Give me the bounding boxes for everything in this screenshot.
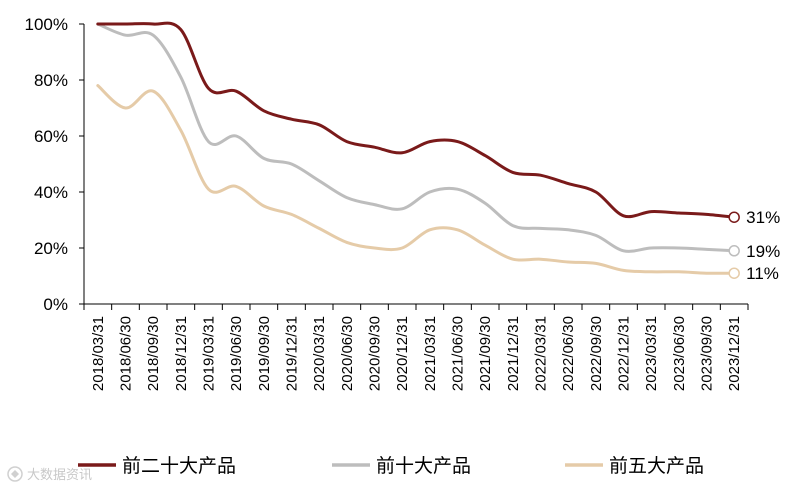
y-tick-label: 20% xyxy=(34,239,68,258)
watermark-logo-icon xyxy=(7,466,23,482)
x-tick-label: 2022/09/30 xyxy=(588,316,605,391)
x-tick-label: 2018/06/30 xyxy=(118,316,135,391)
series-end-marker xyxy=(728,211,740,223)
x-tick-label: 2020/09/30 xyxy=(367,316,384,391)
x-tick-label: 2022/12/31 xyxy=(616,316,633,391)
x-tick-label: 2021/06/30 xyxy=(450,316,467,391)
y-tick-label: 40% xyxy=(34,183,68,202)
legend-label: 前五大产品 xyxy=(609,455,704,477)
x-tick-label: 2020/12/31 xyxy=(394,316,411,391)
x-tick-label: 2021/09/30 xyxy=(477,316,494,391)
legend: 前二十大产品 前十大产品 前五大产品 xyxy=(78,455,704,477)
y-axis-ticks: 0% 20% 40% 60% 80% 100% xyxy=(25,15,84,314)
x-tick-label: 2019/12/31 xyxy=(284,316,301,391)
legend-label: 前二十大产品 xyxy=(122,455,236,477)
x-tick-label: 2021/03/31 xyxy=(422,316,439,391)
series-line xyxy=(96,84,736,275)
series-line xyxy=(96,22,736,253)
x-tick-label: 2018/03/31 xyxy=(90,316,107,391)
watermark: 大数据资讯 xyxy=(7,466,92,483)
series-end-marker xyxy=(728,245,740,257)
x-tick-label: 2021/12/31 xyxy=(505,316,522,391)
x-tick-label: 2018/09/30 xyxy=(145,316,162,391)
series-end-label: 31% xyxy=(746,208,780,227)
x-tick-label: 2023/09/30 xyxy=(699,316,716,391)
x-tick-label: 2018/12/31 xyxy=(173,316,190,391)
x-tick-label: 2023/12/31 xyxy=(726,316,743,391)
y-tick-label: 100% xyxy=(25,15,68,34)
x-tick-label: 2020/06/30 xyxy=(339,316,356,391)
legend-label: 前十大产品 xyxy=(376,455,471,477)
x-tick-label: 2019/09/30 xyxy=(256,316,273,391)
x-axis-ticks: 2018/03/31 2018/06/30 2018/09/30 2018/12/31… xyxy=(83,304,749,391)
end-markers: 31% 19% 11% xyxy=(728,208,780,283)
series-end-label: 11% xyxy=(746,264,779,283)
series-lines xyxy=(96,21,736,275)
x-tick-label: 2019/06/30 xyxy=(228,316,245,391)
x-tick-label: 2022/06/30 xyxy=(560,316,577,391)
watermark-text: 大数据资讯 xyxy=(27,468,92,483)
y-tick-label: 0% xyxy=(43,295,68,314)
x-tick-label: 2022/03/31 xyxy=(533,316,550,391)
x-tick-label: 2023/06/30 xyxy=(671,316,688,391)
series-end-label: 19% xyxy=(746,242,780,261)
y-tick-label: 80% xyxy=(34,71,68,90)
x-tick-label: 2019/03/31 xyxy=(201,316,218,391)
x-tick-label: 2023/03/31 xyxy=(643,316,660,391)
x-tick-label: 2020/03/31 xyxy=(311,316,328,391)
series-end-marker xyxy=(728,267,740,279)
axes xyxy=(83,24,748,305)
y-tick-label: 60% xyxy=(34,127,68,146)
series-line xyxy=(96,21,736,219)
